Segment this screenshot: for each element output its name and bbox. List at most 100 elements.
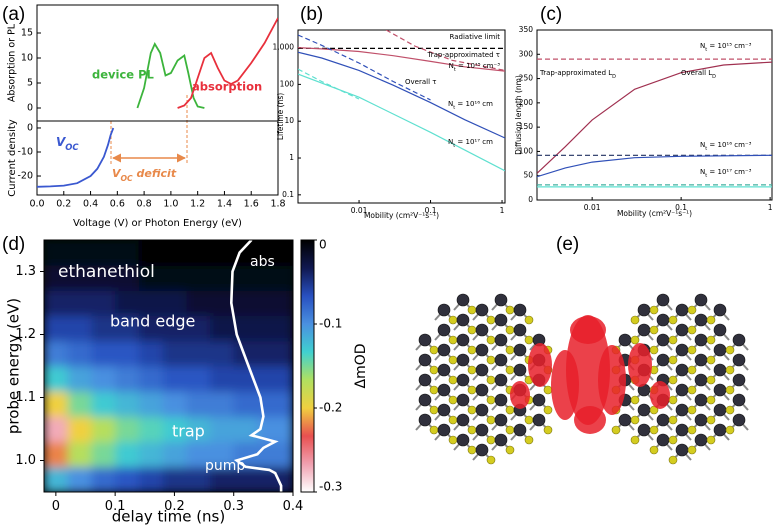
heatmap-cell [67, 240, 92, 266]
annotation: Overall LD [681, 69, 716, 80]
annotation: Nt = 10¹⁷ cm [448, 138, 493, 149]
metal-atom [713, 363, 727, 377]
series-line [229, 240, 283, 492]
heatmap-cell [233, 466, 258, 492]
metal-atom [456, 353, 470, 367]
sulfur-atom [706, 315, 716, 325]
heatmap-cell [44, 391, 69, 417]
text-part: t [453, 143, 455, 149]
density-lobe [528, 343, 552, 387]
text-part: t [705, 173, 707, 179]
heatmap-cell [162, 315, 187, 342]
heatmap-cell [233, 391, 258, 417]
text-part: N [448, 138, 453, 146]
sulfur-atom [486, 395, 496, 405]
heatmap-cell [210, 391, 235, 417]
metal-atom [494, 353, 508, 367]
sulfur-atom [486, 335, 496, 345]
metal-atom [418, 373, 432, 387]
y-tick-label: 0 [27, 103, 33, 114]
heatmap-cell [44, 290, 69, 317]
metal-atom [475, 403, 489, 417]
heatmap-cell [257, 315, 293, 342]
heatmap-cell [257, 265, 293, 291]
sulfur-atom [429, 405, 439, 415]
text-part: Overall L [681, 69, 712, 77]
y-tick-label: 200 [519, 98, 534, 107]
series-line [298, 34, 431, 101]
text-part: V [112, 167, 122, 180]
sulfur-atom [668, 315, 678, 325]
metal-atom [513, 303, 527, 317]
metal-atom [494, 413, 508, 427]
heatmap-cell [162, 416, 187, 443]
heatmap-cell [186, 265, 211, 291]
heatmap-cell [210, 416, 235, 443]
sulfur-atom [448, 435, 458, 445]
x-axis-label: Mobility (cm²V⁻¹s⁻¹) [617, 209, 692, 218]
heatmap-cell [162, 366, 187, 392]
x-tick-label: 1.2 [190, 198, 205, 209]
annotation: Nt = 10¹⁶ cm [448, 100, 493, 111]
heatmap-cell [91, 416, 116, 443]
x-tick-label: 0.6 [110, 198, 125, 209]
metal-atom [494, 433, 508, 447]
annotation: Nt = 10¹⁵ cm⁻³ [700, 42, 752, 53]
metal-atom [513, 343, 527, 357]
heatmap-cell [257, 290, 293, 317]
y-axis-label: Absorption or PL [7, 23, 18, 102]
sulfur-atom [687, 365, 697, 375]
metal-atom [437, 343, 451, 357]
heatmap-cell [138, 391, 164, 417]
molecule-render [415, 293, 749, 465]
heatmap-cell [44, 441, 69, 468]
metal-atom [637, 403, 651, 417]
plot-frame [536, 29, 773, 201]
heatmap-cell [186, 366, 211, 392]
text-part: t [454, 67, 456, 73]
heatmap-cell [67, 340, 92, 367]
metal-atom [694, 393, 708, 407]
abs-line [229, 240, 283, 492]
y-axis-label: Lifetime (ns) [276, 93, 285, 140]
density-lobe [570, 316, 606, 344]
sulfur-atom [467, 345, 477, 355]
heatmap-cell [210, 366, 235, 392]
metal-atom [732, 393, 746, 407]
annotation: ethanethiol [58, 262, 155, 282]
heatmap-cell [162, 340, 187, 367]
sulfur-atom [467, 365, 477, 375]
metal-atom [456, 433, 470, 447]
heatmap-cell [257, 466, 293, 492]
heatmap-cell [162, 466, 187, 492]
heatmap-cell [115, 416, 140, 443]
annotation: pump [205, 458, 245, 474]
text-part: N [700, 168, 705, 176]
x-tick-label: 0.1 [425, 206, 437, 215]
x-tick-label: 0.4 [283, 499, 304, 514]
y-tick-label: 150 [519, 122, 534, 131]
metal-atom [456, 313, 470, 327]
metal-atom [675, 383, 689, 397]
sulfur-atom [505, 305, 515, 315]
sulfur-atom [448, 375, 458, 385]
x-tick-label: 0.01 [584, 203, 601, 212]
y-tick-label: -10 [17, 146, 33, 157]
metal-atom [418, 353, 432, 367]
sulfur-atom [687, 305, 697, 315]
panel-label: (b) [300, 4, 323, 25]
sulfur-atom [649, 345, 659, 355]
heatmap-cell [67, 265, 92, 291]
sulfur-atom [668, 455, 678, 465]
heatmap-cell [67, 391, 92, 417]
heatmap-cell [44, 466, 69, 492]
text-part: D [712, 74, 716, 80]
metal-atom [732, 333, 746, 347]
heatmap-cell [44, 340, 69, 367]
sulfur-atom [630, 435, 640, 445]
sulfur-atom [505, 365, 515, 375]
metal-atom [694, 413, 708, 427]
x-tick-label: 0.1 [675, 203, 687, 212]
metal-atom [494, 393, 508, 407]
heatmap-cell [210, 441, 235, 468]
